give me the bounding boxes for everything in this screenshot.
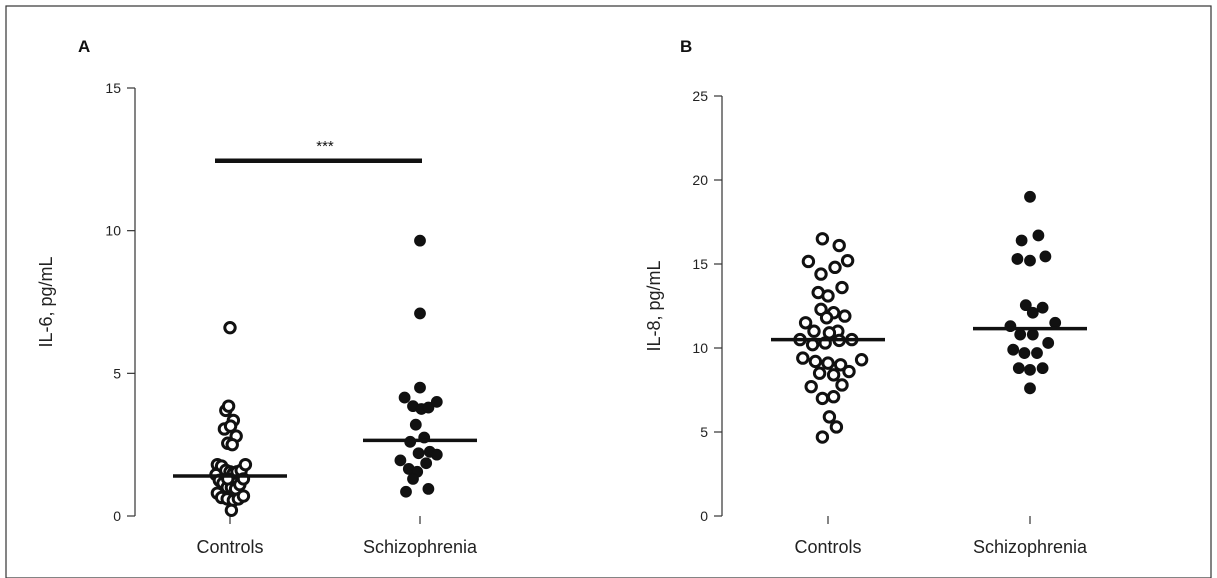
data-point-filled: [1014, 328, 1027, 341]
data-point-filled: [430, 395, 443, 408]
data-point-open: [801, 254, 816, 269]
data-point-open: [828, 260, 842, 275]
data-point-open: [225, 437, 239, 452]
data-point-filled: [1024, 190, 1036, 203]
data-point-filled: [422, 401, 435, 414]
y-axis-title: IL-6, pg/mL: [36, 256, 56, 347]
data-point-open: [815, 430, 830, 444]
y-tick-label: 5: [700, 424, 708, 440]
data-point-filled: [1019, 299, 1032, 312]
x-category-label: Schizophrenia: [973, 537, 1088, 557]
y-tick-label: 5: [113, 365, 121, 381]
data-point-open: [832, 238, 846, 253]
data-point-open: [826, 390, 841, 404]
data-point-filled: [1015, 234, 1028, 247]
data-point-open: [821, 289, 835, 303]
data-point-open: [812, 366, 827, 380]
significance-label: ***: [316, 138, 334, 155]
data-point-filled: [412, 447, 425, 460]
data-point-filled: [398, 391, 411, 404]
data-point-open: [798, 316, 813, 330]
data-point-filled: [1026, 306, 1039, 319]
y-axis-title: IL-8, pg/mL: [644, 260, 664, 351]
data-point-open: [835, 378, 849, 392]
data-point-filled: [420, 457, 433, 470]
data-point-filled: [1049, 316, 1062, 329]
data-point-filled: [414, 307, 426, 320]
data-point-open: [854, 353, 869, 367]
data-point-open: [822, 410, 837, 424]
data-point-open: [236, 489, 251, 503]
data-point-open: [842, 364, 856, 379]
data-point-open: [223, 419, 238, 433]
data-point-filled: [1007, 343, 1020, 356]
data-point-open: [238, 457, 253, 472]
data-point-open: [835, 280, 849, 295]
data-point-open: [826, 368, 841, 382]
data-point-filled: [1024, 363, 1036, 376]
data-point-filled: [1012, 362, 1025, 375]
data-point-open: [804, 379, 818, 394]
data-point-filled: [1018, 347, 1031, 359]
data-point-open: [796, 351, 810, 365]
x-category-label: Schizophrenia: [363, 537, 478, 557]
panel-letter: B: [680, 37, 692, 56]
data-point-filled: [1039, 250, 1052, 263]
data-point-open: [838, 309, 852, 323]
y-tick-label: 0: [113, 508, 121, 524]
data-point-filled: [1024, 382, 1036, 395]
data-point-open: [829, 420, 844, 434]
data-point-open: [807, 324, 821, 338]
y-tick-label: 15: [692, 256, 708, 272]
data-point-filled: [400, 485, 412, 498]
data-point-open: [815, 391, 830, 406]
data-point-filled: [430, 448, 443, 461]
x-category-label: Controls: [196, 537, 263, 557]
data-point-filled: [1024, 254, 1036, 267]
data-point-filled: [394, 454, 407, 467]
data-point-filled: [1026, 328, 1039, 341]
data-point-filled: [1031, 347, 1043, 359]
data-point-open: [223, 320, 237, 335]
data-point-open: [808, 354, 823, 369]
data-point-filled: [407, 473, 419, 485]
data-point-filled: [414, 381, 426, 394]
data-point-open: [815, 232, 830, 246]
data-point-open: [840, 253, 855, 268]
y-tick-label: 20: [692, 172, 708, 188]
data-point-filled: [1036, 362, 1049, 375]
y-tick-label: 10: [105, 223, 121, 239]
data-point-filled: [1011, 253, 1024, 265]
y-tick-label: 25: [692, 88, 708, 104]
data-point-filled: [1042, 337, 1055, 349]
data-point-open: [833, 358, 848, 372]
data-point-open: [821, 356, 835, 370]
figure-frame: [5, 5, 1212, 578]
data-point-filled: [414, 234, 426, 247]
x-category-label: Controls: [794, 537, 861, 557]
data-point-open: [221, 399, 236, 413]
data-point-open: [224, 503, 239, 517]
y-tick-label: 15: [105, 80, 121, 96]
data-point-filled: [1036, 301, 1049, 314]
panel-letter: A: [78, 37, 90, 56]
data-point-open: [819, 311, 834, 325]
y-tick-label: 0: [700, 508, 708, 524]
data-point-filled: [422, 482, 435, 495]
data-point-filled: [409, 418, 422, 431]
data-point-filled: [1032, 229, 1045, 242]
data-point-open: [814, 267, 828, 281]
y-tick-label: 10: [692, 340, 708, 356]
